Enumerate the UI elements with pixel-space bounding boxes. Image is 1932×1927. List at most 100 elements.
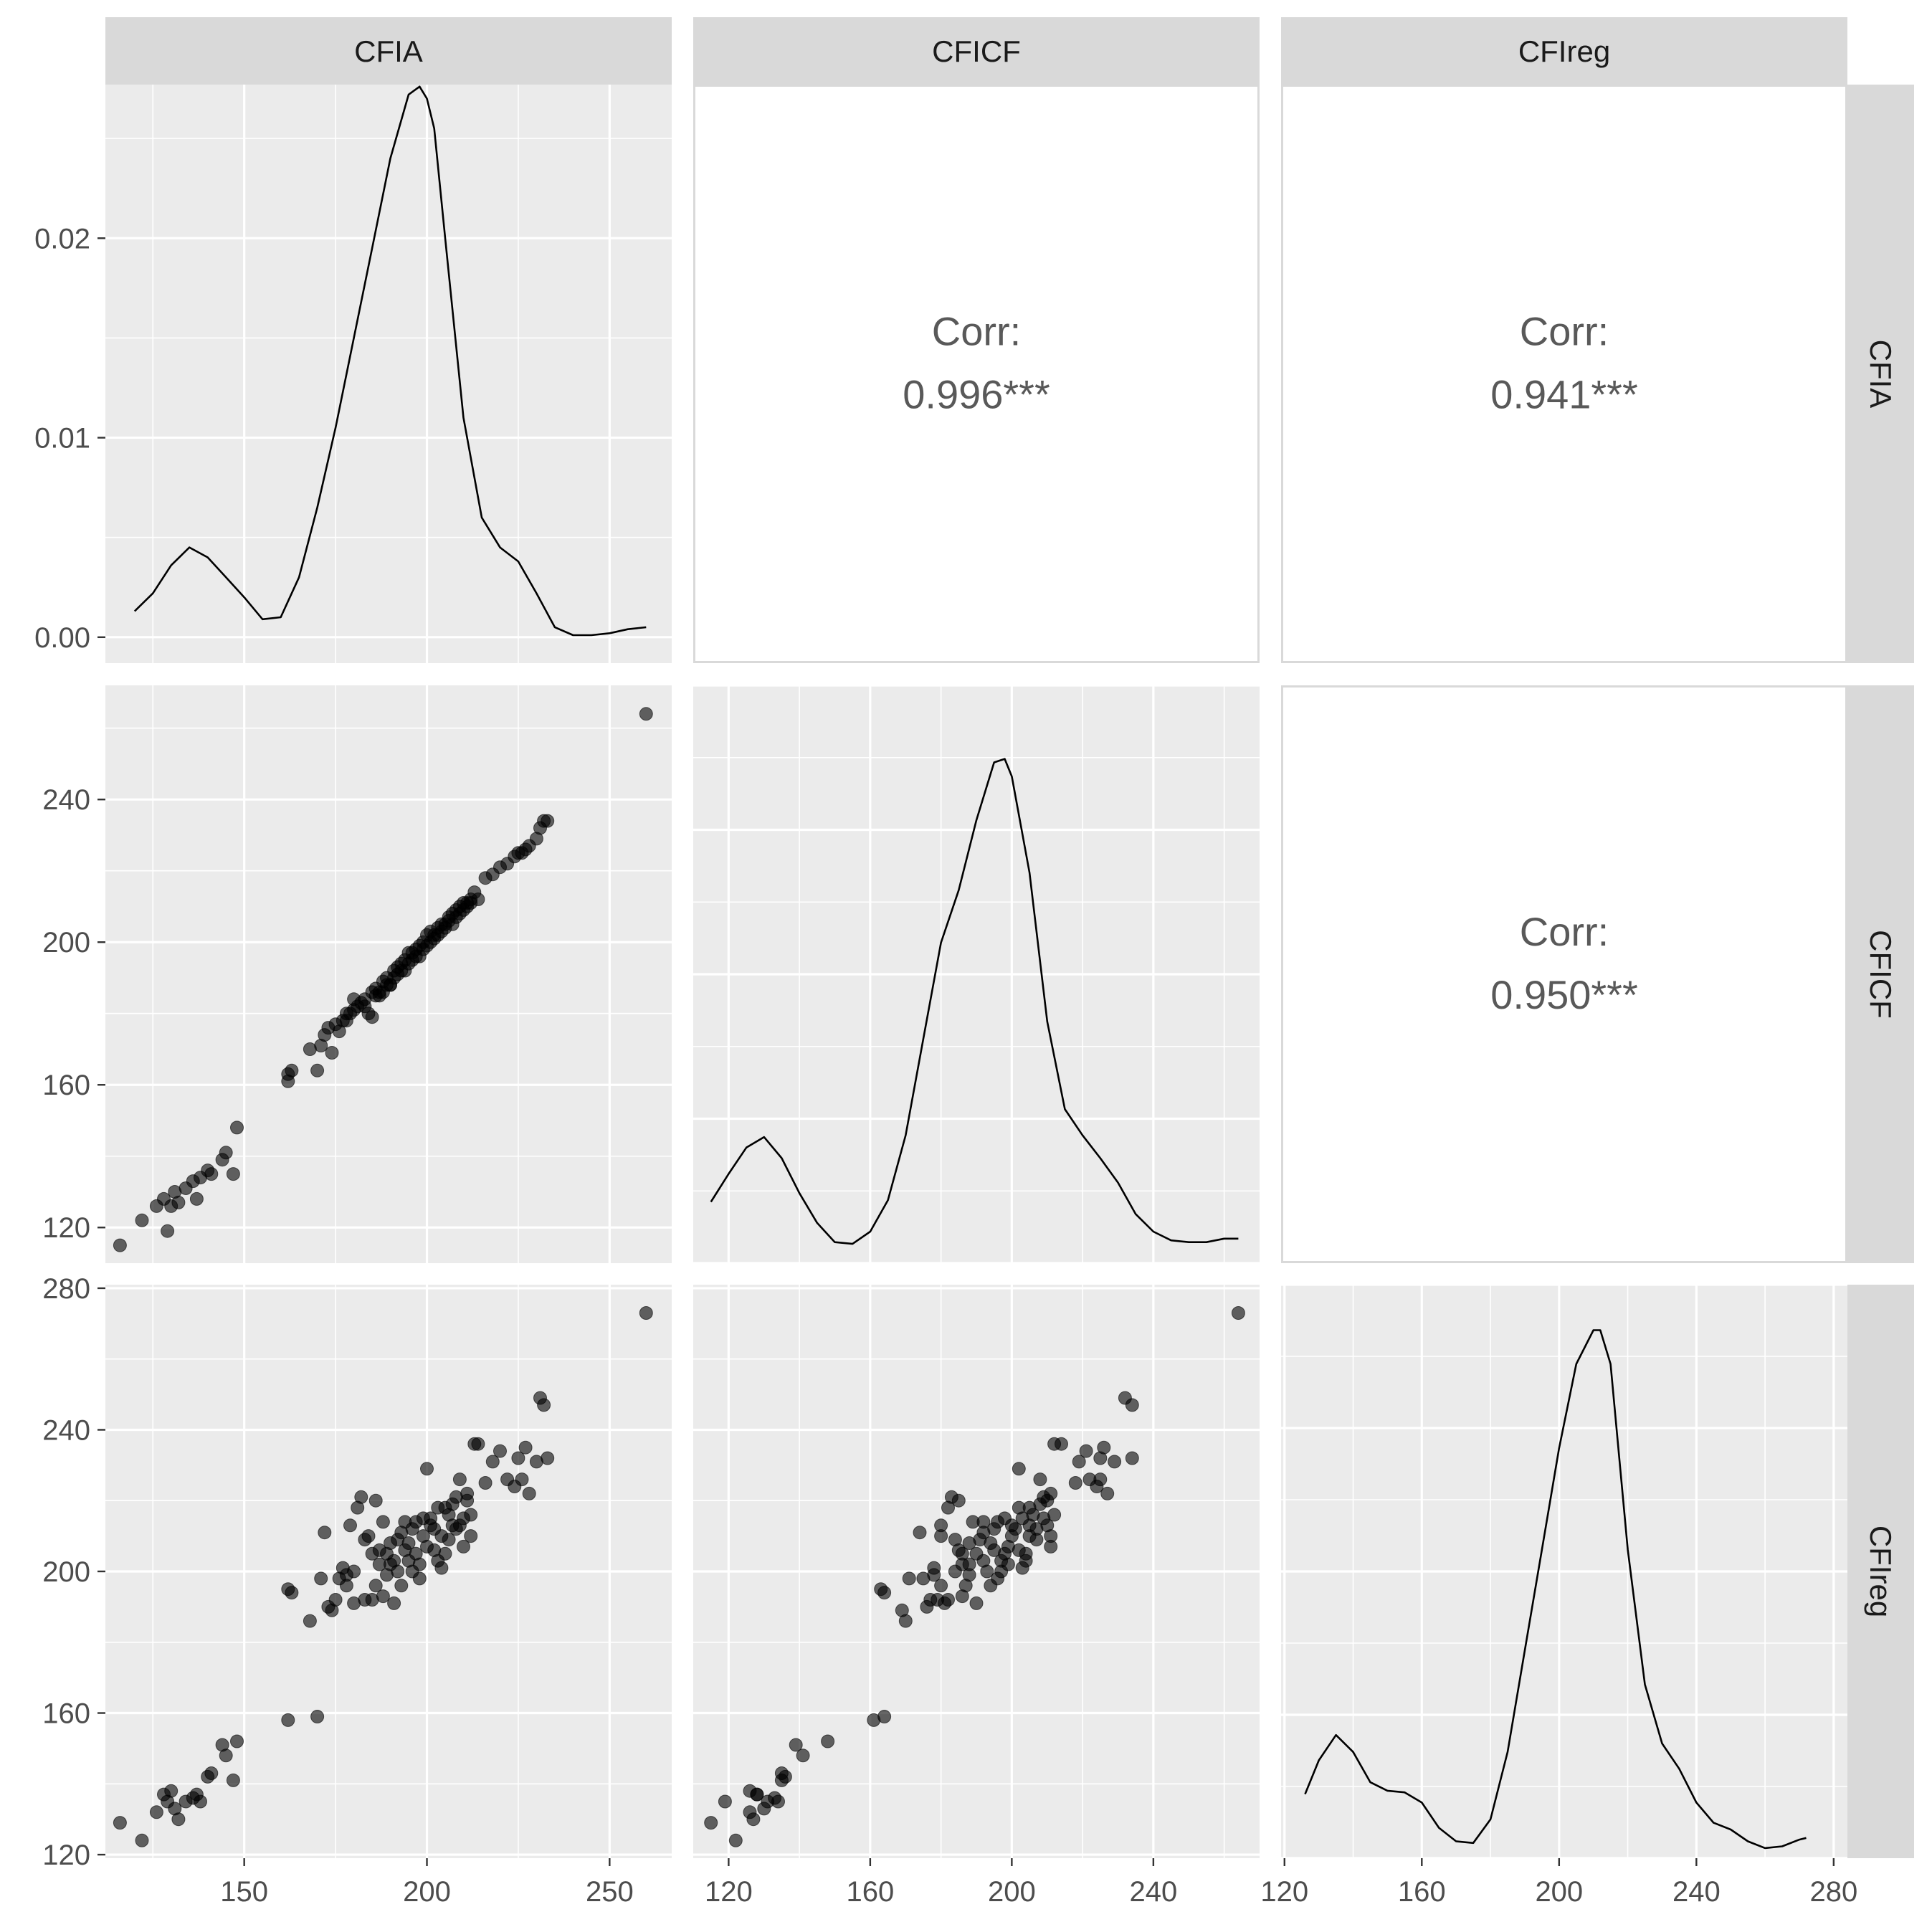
x-tick-label: 280 — [1809, 1876, 1857, 1908]
scatter-point — [1037, 1511, 1051, 1526]
scatter-point — [398, 953, 412, 967]
scatter-point — [431, 1500, 445, 1515]
scatter-point — [895, 1603, 909, 1617]
x-tick-label: 160 — [1398, 1876, 1446, 1908]
scatter-point — [434, 1561, 449, 1575]
x-tick-label: 240 — [1130, 1876, 1178, 1908]
scatter-point — [189, 1191, 204, 1206]
scatter-point — [398, 1543, 412, 1557]
scatter-point — [394, 1579, 409, 1593]
scatter-point — [343, 1518, 357, 1533]
scatter-point — [376, 1515, 390, 1529]
scatter-point — [902, 1571, 916, 1586]
scatter-point — [951, 1493, 966, 1508]
scatter-point — [281, 1582, 295, 1597]
y-tick-label: 0.01 — [34, 423, 90, 455]
x-tick-label: 250 — [586, 1876, 634, 1908]
row-strip-label: CFIA — [1864, 340, 1898, 409]
scatter-point — [927, 1568, 941, 1582]
scatter-point — [420, 1462, 434, 1476]
density-curve-cficf — [710, 758, 1239, 1245]
y-tick-label: 240 — [42, 1414, 90, 1446]
scatter-point — [387, 964, 401, 978]
scatter-point — [746, 1812, 761, 1827]
scatter-point — [1015, 1561, 1029, 1575]
scatter-point — [387, 1554, 401, 1568]
scatter-point — [368, 1579, 383, 1593]
density-curve-cfireg — [1304, 1329, 1807, 1850]
scatter-point — [493, 1444, 507, 1458]
scatter-point — [877, 1710, 892, 1723]
y-tick-label: 0.02 — [34, 223, 90, 254]
row-strip — [1847, 1285, 1914, 1858]
x-tick-label: 120 — [705, 1876, 753, 1908]
scatter-point — [511, 1451, 525, 1465]
x-tick-label: 240 — [1672, 1876, 1721, 1908]
scatter-point — [445, 1497, 460, 1511]
scatter-point — [219, 1146, 233, 1160]
y-tick-label: 200 — [42, 1556, 90, 1588]
correlation-label: Corr: — [1520, 909, 1609, 954]
scatter-point — [303, 1614, 317, 1628]
scatter-point — [1072, 1455, 1086, 1469]
x-tick-label: 200 — [988, 1876, 1036, 1908]
scatter-point — [976, 1554, 991, 1568]
scatter-point — [171, 1195, 186, 1209]
scatter-point — [537, 1398, 551, 1412]
scatter-point — [1012, 1500, 1026, 1515]
scatter-point — [774, 1773, 789, 1787]
scatter-point — [438, 1546, 452, 1561]
scatter-point — [522, 1486, 536, 1500]
x-tick-label: 160 — [847, 1876, 895, 1908]
panel-background — [105, 85, 672, 663]
scatter-point — [226, 1167, 240, 1181]
scatter-point — [1125, 1451, 1139, 1465]
scatter-point — [1012, 1462, 1026, 1476]
scatter-point — [518, 1440, 533, 1455]
scatter-point — [347, 1596, 361, 1610]
scatter-point — [339, 1014, 353, 1028]
scatter-point — [1100, 1486, 1115, 1500]
row-strip — [1847, 85, 1914, 663]
scatter-point — [424, 1518, 438, 1533]
correlation-value: 0.996*** — [903, 372, 1050, 417]
density-curve-cfia — [133, 85, 647, 637]
scatter-point — [194, 1794, 207, 1809]
correlation-value: 0.941*** — [1490, 372, 1638, 417]
y-tick-label: 160 — [42, 1698, 90, 1730]
scatter-point — [1108, 1455, 1122, 1469]
scatter-point — [314, 1571, 328, 1586]
column-strip-label: CFIreg — [1518, 34, 1610, 68]
scatter-point — [135, 1833, 149, 1847]
scatter-point — [969, 1596, 984, 1610]
scatter-point — [113, 1238, 127, 1252]
scatter-point — [478, 1476, 492, 1490]
scatter-point — [541, 814, 555, 828]
scatter-point — [457, 1539, 470, 1554]
scatter-point — [1093, 1472, 1108, 1487]
scatter-point — [704, 1816, 718, 1830]
scatter-point — [1044, 1529, 1058, 1543]
scatter-point — [951, 1543, 966, 1557]
scatter-point — [485, 1455, 500, 1469]
scatter-point — [1019, 1546, 1033, 1561]
scatter-point — [987, 1543, 1001, 1557]
scatter-point — [204, 1766, 219, 1780]
scatter-point — [515, 1472, 529, 1487]
scatter-point — [204, 1167, 219, 1181]
scatter-point — [394, 1526, 409, 1540]
scatter-point — [1079, 1444, 1093, 1458]
scatter-point — [1033, 1472, 1047, 1487]
scatter-point — [387, 1596, 401, 1610]
column-strip — [693, 17, 1260, 85]
scatter-point — [750, 1787, 764, 1802]
x-tick-label: 200 — [403, 1876, 451, 1908]
scatter-point — [113, 1816, 127, 1830]
scatter-point — [966, 1515, 980, 1529]
scatter-point — [771, 1794, 785, 1809]
correlation-panel — [693, 85, 1260, 663]
scatter-point — [934, 1529, 948, 1543]
scatter-point — [718, 1794, 732, 1809]
correlation-label: Corr: — [1520, 309, 1609, 354]
scatter-point — [457, 1511, 470, 1526]
